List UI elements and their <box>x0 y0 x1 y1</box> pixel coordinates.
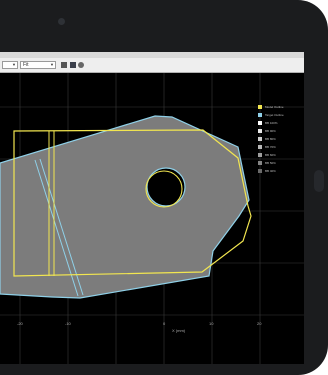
app-screen: ▼ Fit ▼ <box>0 52 304 364</box>
target-slot <box>34 158 84 297</box>
legend-item: BB 90% <box>258 127 298 135</box>
x-tick-labels: -20 -10 0 10 20 X (mm) <box>17 321 262 333</box>
home-icon[interactable] <box>61 62 67 68</box>
legend-swatch <box>258 129 262 133</box>
chevron-down-icon: ▼ <box>50 62 54 67</box>
legend-swatch <box>258 145 262 149</box>
legend-item: BB 60% <box>258 151 298 159</box>
legend-swatch <box>258 105 262 109</box>
legend-label: BB 50% <box>265 161 276 165</box>
model-slot <box>48 131 55 276</box>
legend-label: BB 100% <box>265 121 278 125</box>
legend-label: BB 80% <box>265 137 276 141</box>
title-bar <box>0 52 304 58</box>
legend: Model Outline Target Outline BB 100% BB 90%… <box>258 103 298 175</box>
toolbar: ▼ Fit ▼ <box>0 58 304 73</box>
model-outline <box>13 129 252 277</box>
legend-item: BB 70% <box>258 143 298 151</box>
x-axis-label: X (mm) <box>172 328 186 333</box>
legend-item: BB 50% <box>258 159 298 167</box>
legend-label: BB 60% <box>265 153 276 157</box>
home-button[interactable] <box>314 170 324 192</box>
legend-label: Model Outline <box>265 105 284 109</box>
x-tick-label: 10 <box>209 321 214 326</box>
camera-dot <box>58 18 65 25</box>
legend-label: BB 90% <box>265 129 276 133</box>
save-icon[interactable] <box>70 62 76 68</box>
target-hole <box>146 167 186 207</box>
x-tick-label: 20 <box>257 321 262 326</box>
chevron-down-icon: ▼ <box>12 62 16 67</box>
legend-swatch <box>258 169 262 173</box>
x-tick-label: -20 <box>17 321 24 326</box>
legend-item: BB 100% <box>258 119 298 127</box>
legend-swatch <box>258 161 262 165</box>
legend-item: BB 80% <box>258 135 298 143</box>
legend-label: BB 40% <box>265 169 276 173</box>
legend-label: Target Outline <box>265 113 284 117</box>
zoom-icon[interactable] <box>78 62 84 68</box>
legend-item: Model Outline <box>258 103 298 111</box>
model-hole <box>145 170 183 208</box>
legend-swatch <box>258 153 262 157</box>
view-select[interactable]: ▼ <box>2 61 18 69</box>
legend-item: BB 40% <box>258 167 298 175</box>
legend-swatch <box>258 121 262 125</box>
plot-area[interactable]: -20 -10 0 10 20 X (mm) Model Outline Targ… <box>0 73 304 364</box>
legend-swatch <box>258 113 262 117</box>
target-shape <box>0 115 250 299</box>
x-tick-label: -10 <box>65 321 72 326</box>
x-tick-label: 0 <box>163 321 166 326</box>
scale-select-value: Fit <box>23 62 29 68</box>
scale-select[interactable]: Fit ▼ <box>20 61 56 69</box>
legend-swatch <box>258 137 262 141</box>
legend-label: BB 70% <box>265 145 276 149</box>
shape-plot: -20 -10 0 10 20 X (mm) <box>0 73 304 364</box>
legend-item: Target Outline <box>258 111 298 119</box>
